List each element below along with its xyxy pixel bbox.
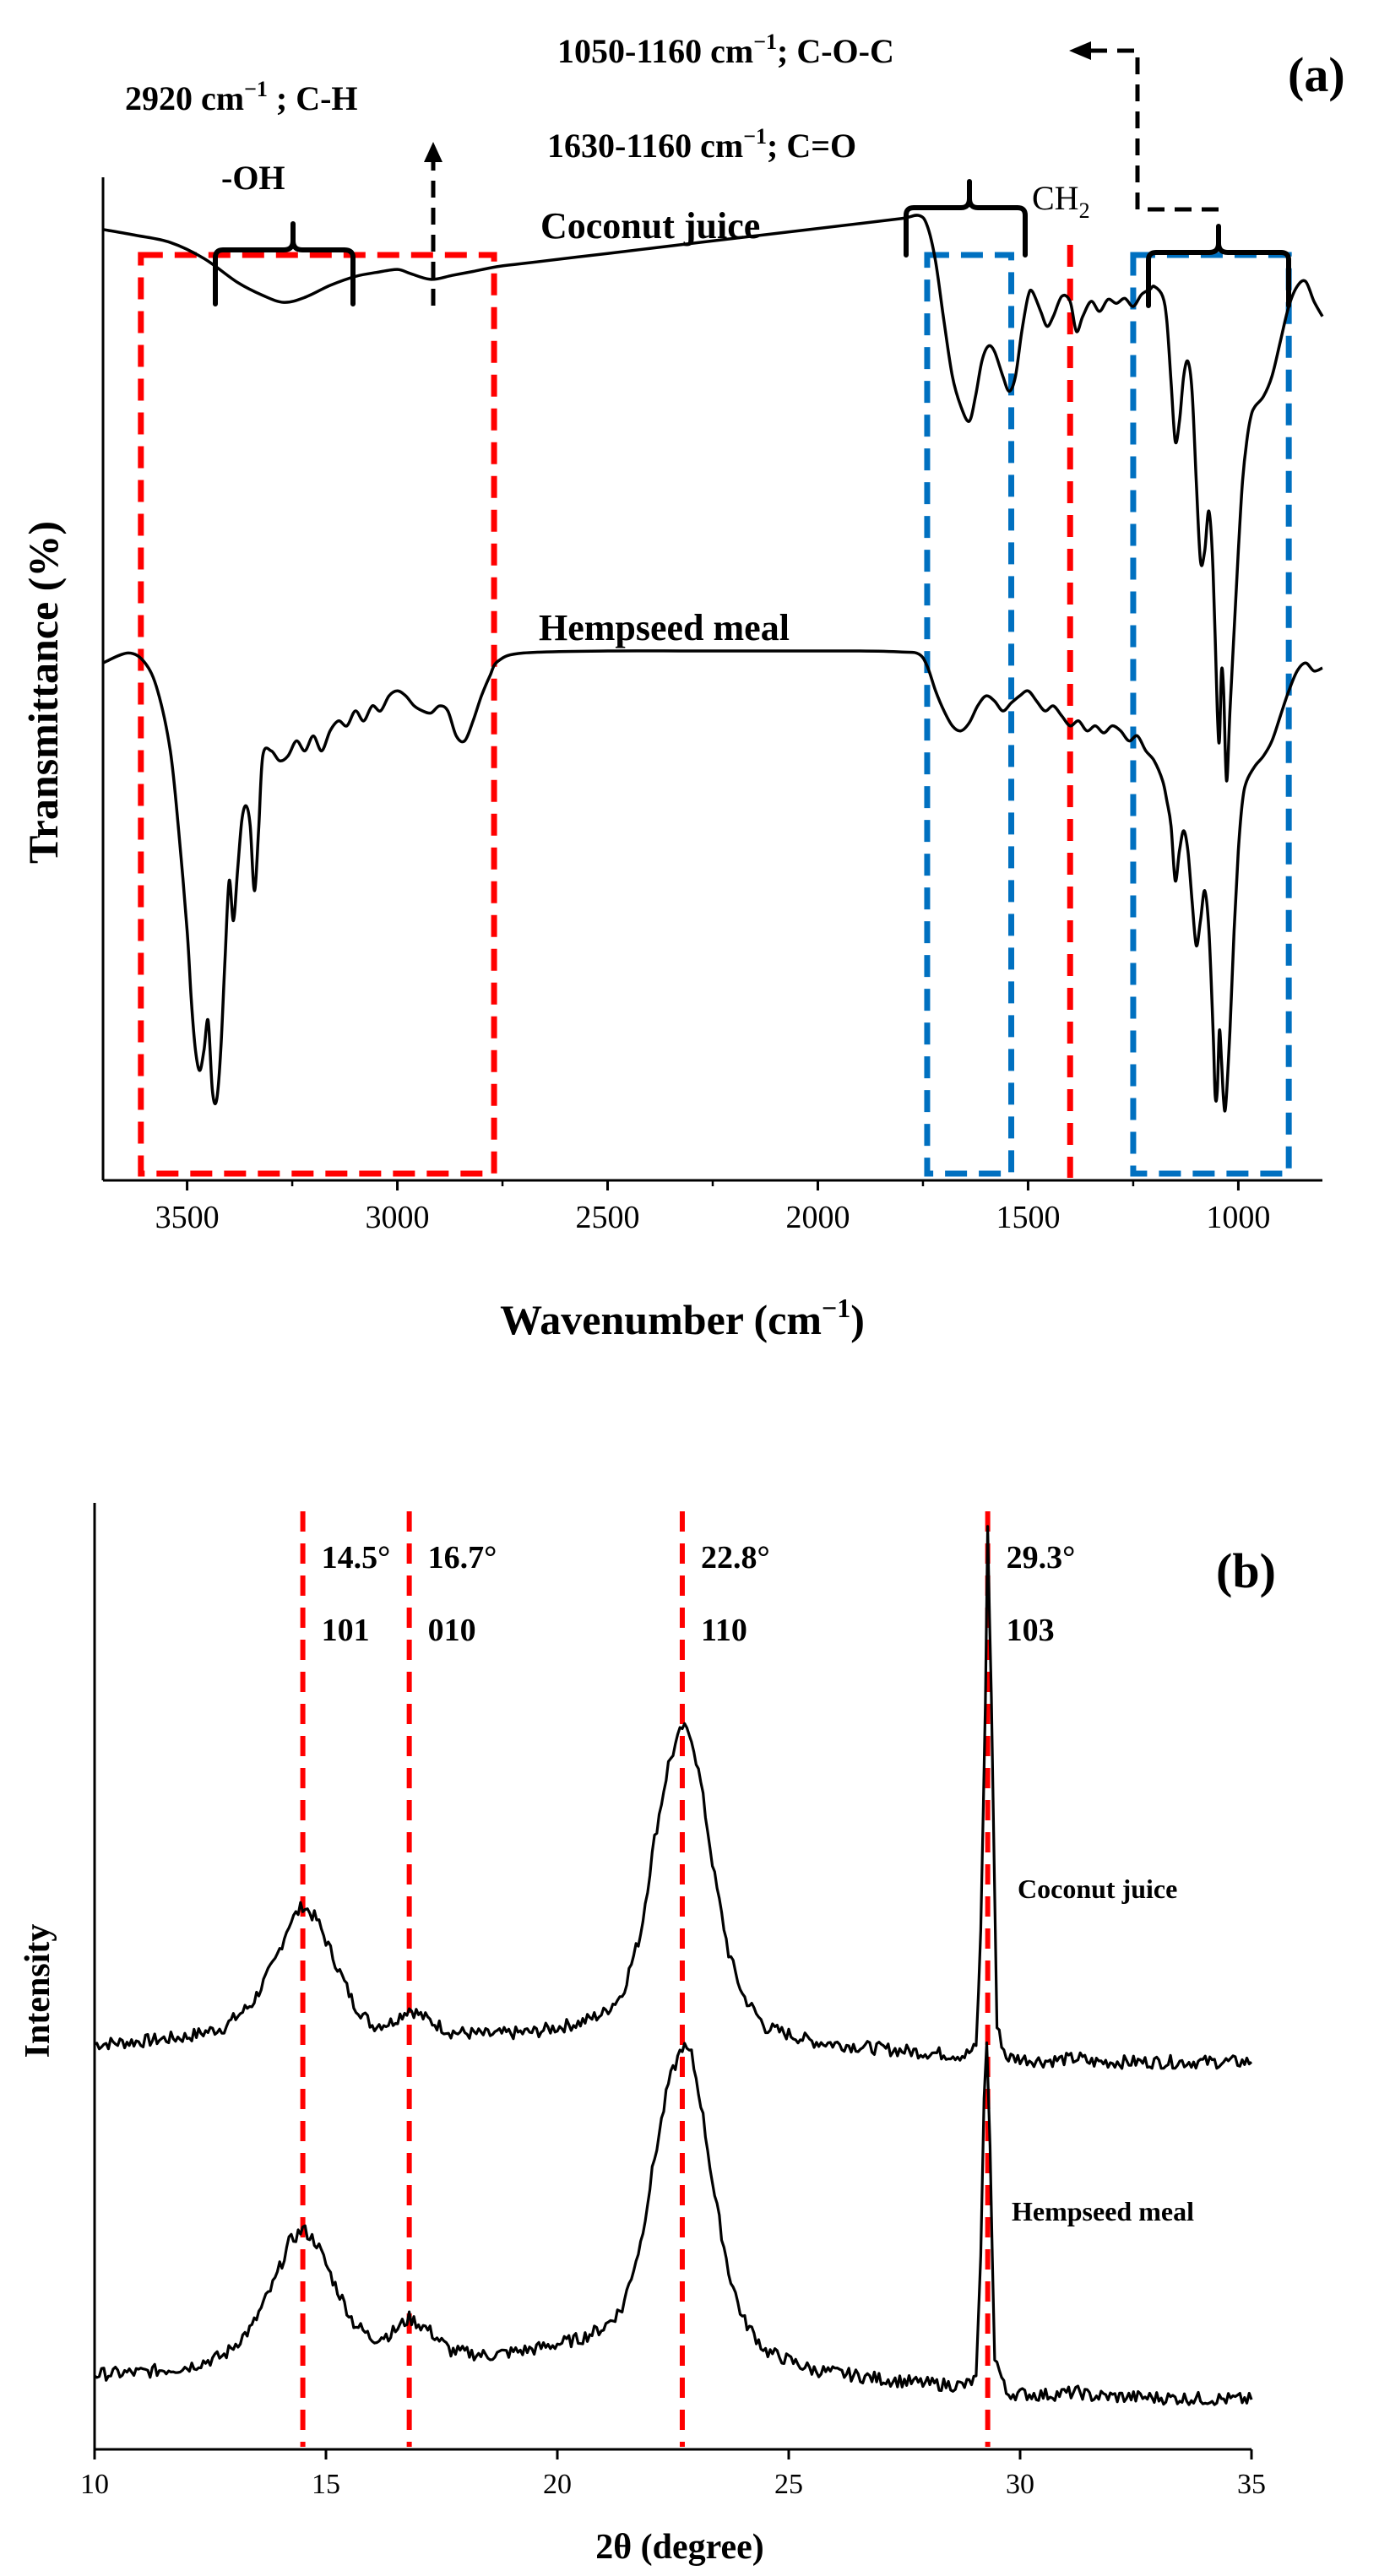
ftir-region-box [1130, 252, 1292, 1177]
xrd-panel-label: (b) [1216, 1543, 1276, 1598]
xrd-curve-label-coconut: Coconut juice [1018, 1874, 1177, 1904]
xrd-peak-angle-label: 29.3° [1007, 1540, 1076, 1575]
ch-annotation: 2920 cm−1 ; C-H [125, 77, 358, 117]
ftir-y-axis-label: Transmittance (%) [19, 521, 67, 864]
ftir-arrows [424, 41, 1219, 306]
ftir-curves [102, 214, 1324, 1113]
xrd-series-coconut-juice [94, 1525, 1253, 2070]
oh-annotation: -OH [221, 159, 285, 197]
coc-arrow-head [1069, 41, 1091, 60]
xrd-peak-plane-label: 101 [322, 1613, 370, 1648]
xrd-x-tick-label: 20 [543, 2469, 572, 2500]
ftir-x-tick-label: 3000 [366, 1200, 430, 1235]
coc-annotation: 1050-1160 cm−1; C-O-C [557, 30, 894, 70]
xrd-x-tick-label: 10 [80, 2469, 109, 2500]
ftir-curve-label-hempseed: Hempseed meal [539, 607, 790, 648]
ftir-x-axis-label: Wavenumber (cm−1) [500, 1293, 865, 1343]
ftir-region-box [138, 252, 497, 1177]
co-bracket [904, 179, 1028, 258]
ftir-series-hempseed-meal [102, 649, 1323, 1113]
ftir-x-tick-label: 2500 [576, 1200, 640, 1235]
ftir-highlight-regions [138, 245, 1292, 1178]
xrd-series-hempseed-meal [94, 2041, 1253, 2406]
xrd-x-tick-label: 25 [774, 2469, 803, 2500]
xrd-x-axis-label: 2θ (degree) [595, 2528, 764, 2567]
xrd-peak-angle-label: 22.8° [701, 1540, 770, 1575]
ftir-x-tick-label: 3500 [155, 1200, 220, 1235]
xrd-peak-plane-label: 010 [428, 1613, 476, 1648]
ftir-x-tick-label: 1500 [996, 1200, 1060, 1235]
xrd-y-axis-label: Intensity [19, 1924, 57, 2058]
xrd-peak-angle-label: 16.7° [428, 1540, 497, 1575]
xrd-x-tick-label: 35 [1237, 2469, 1266, 2500]
xrd-panel: (b) 14.5° 101 16.7° 010 22.8° 110 29.3° 103 Coc… [19, 1503, 1276, 2567]
xrd-x-tick-label: 30 [1006, 2469, 1034, 2500]
ftir-panel-label: (a) [1288, 47, 1345, 102]
xrd-curve-label-hempseed: Hempseed meal [1012, 2196, 1194, 2226]
ftir-brackets [213, 179, 1291, 308]
ch2-annotation: CH2 [1032, 179, 1090, 223]
ftir-axes: 3500 3000 2500 2000 1500 1000 [101, 177, 1322, 1235]
ftir-series-coconut-juice [102, 214, 1324, 783]
xrd-axes: 10 15 20 25 30 35 [80, 1503, 1266, 2500]
coc-arrow-path [1089, 48, 1219, 212]
xrd-peak-plane-label: 110 [701, 1613, 747, 1648]
ftir-x-tick-label: 2000 [785, 1200, 850, 1235]
ftir-curve-label-coconut: Coconut juice [540, 205, 760, 247]
ftir-region-box [924, 252, 1015, 1177]
ch-arrow-head [424, 142, 442, 162]
ftir-panel: (a) 2920 cm−1 ; C-H -OH 1630-1160 cm−1; … [19, 30, 1345, 1343]
co-annotation: 1630-1160 cm−1; C=O [547, 124, 856, 165]
coc-bracket [1146, 224, 1291, 308]
xrd-peak-angle-label: 14.5° [322, 1540, 391, 1575]
ftir-x-tick-label: 1000 [1206, 1200, 1270, 1235]
xrd-peak-markers: 14.5° 101 16.7° 010 22.8° 110 29.3° 103 [300, 1511, 1076, 2447]
oh-bracket [213, 221, 356, 306]
xrd-peak-plane-label: 103 [1007, 1613, 1055, 1648]
xrd-x-tick-label: 15 [312, 2469, 340, 2500]
xrd-curves [94, 1525, 1253, 2406]
